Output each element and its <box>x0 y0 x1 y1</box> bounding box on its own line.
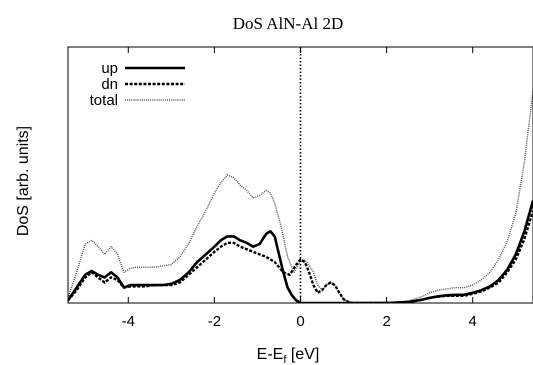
x-tick-label: -4 <box>122 313 135 330</box>
x-ticks: -4 -2 0 2 4 <box>122 47 477 330</box>
x-axis-label: E-Ef [eV] <box>257 346 320 365</box>
x-tick-label: 4 <box>469 313 477 330</box>
series-total-line <box>68 90 533 303</box>
x-tick-label: -2 <box>208 313 221 330</box>
legend-label-dn: dn <box>101 76 118 93</box>
legend-label-up: up <box>101 60 118 77</box>
plot-area <box>68 47 533 303</box>
chart-title: DoS AlN-Al 2D <box>233 14 344 33</box>
x-tick-label: 0 <box>296 313 304 330</box>
y-axis-label: DoS [arb. units] <box>15 126 32 236</box>
series-up-line <box>68 200 533 303</box>
x-tick-label: 2 <box>382 313 390 330</box>
legend-label-total: total <box>90 92 118 109</box>
